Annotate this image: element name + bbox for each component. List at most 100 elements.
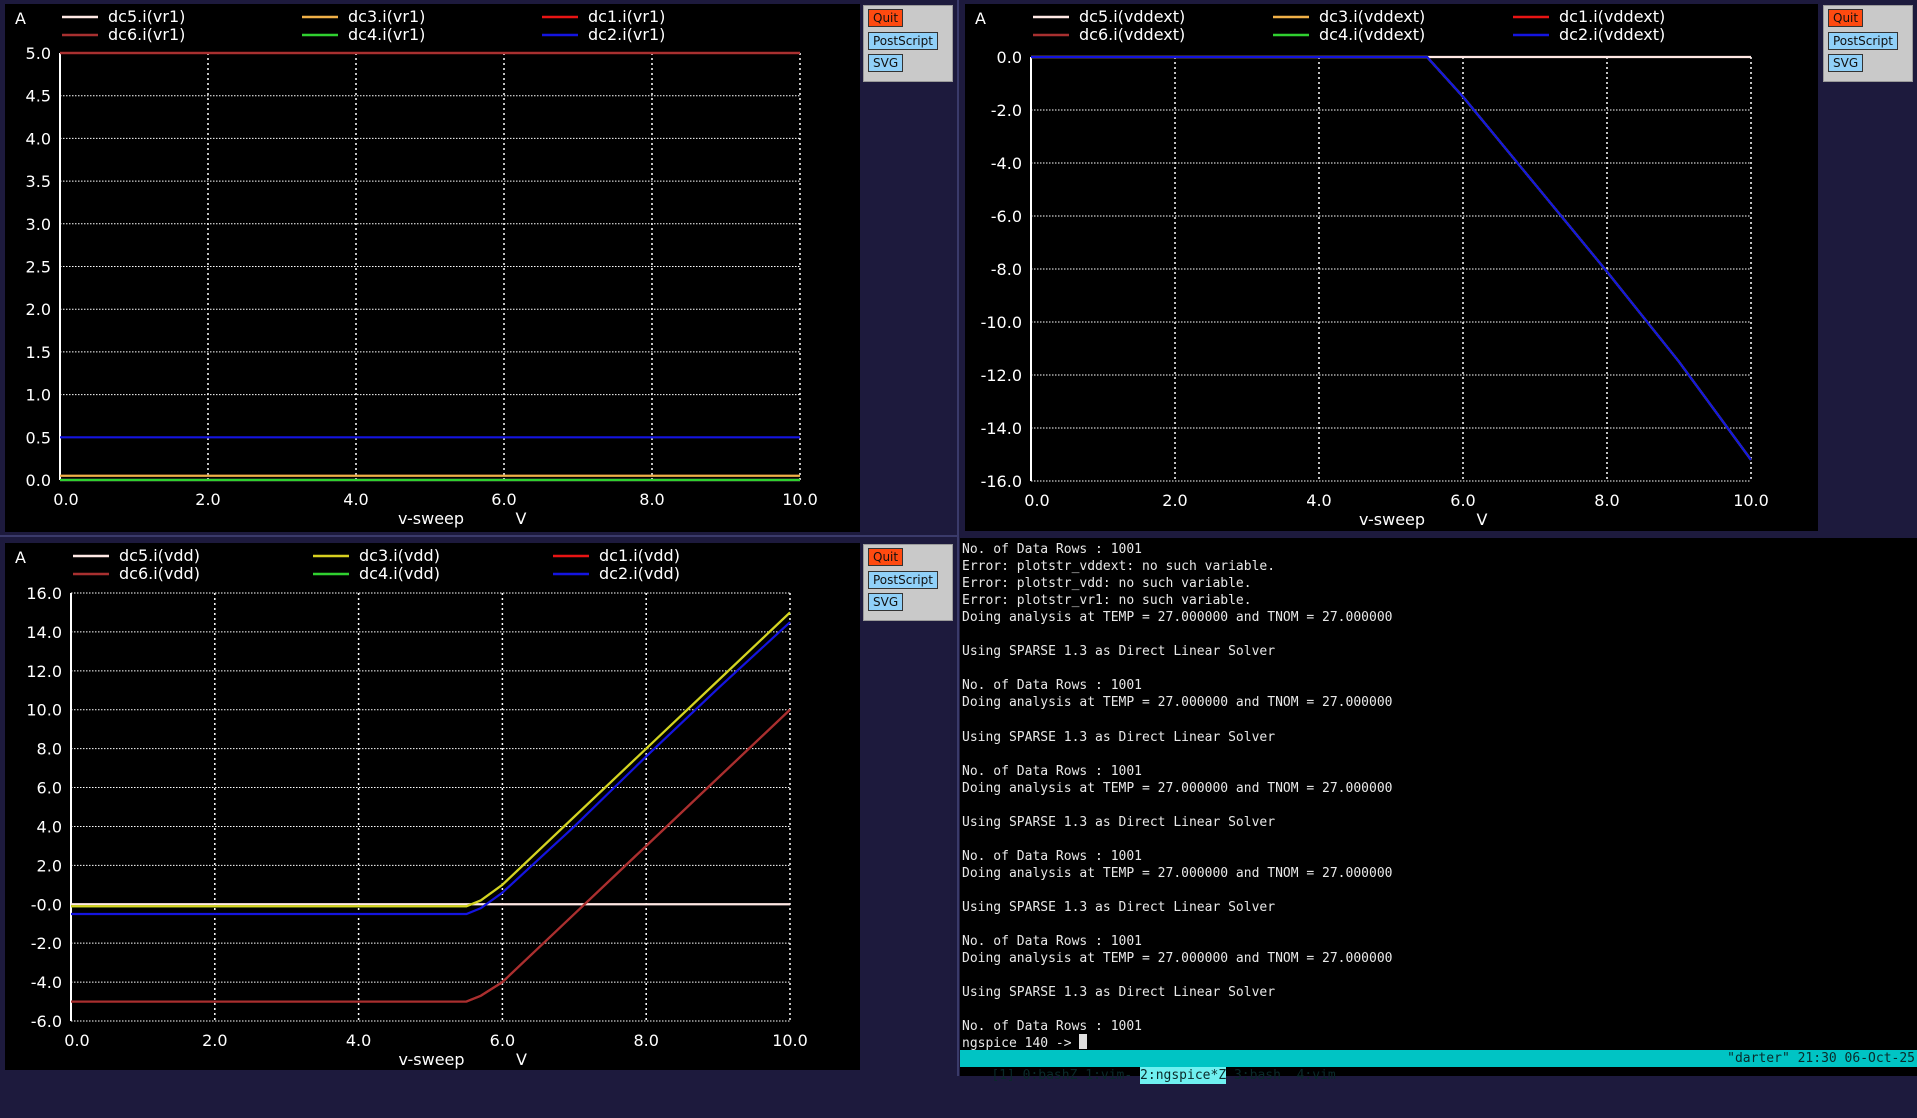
series-line-dc3.i(vddext) [1031,55,1752,461]
y-tick-label: 12.0 [26,662,62,681]
button-panel-vddext: Quit PostScript SVG [1823,5,1913,82]
x-tick-label: 8.0 [633,1031,658,1050]
series-line-dc6.i(vddext) [1031,55,1752,461]
series-line-dc4.i(vddext) [1031,55,1752,461]
terminal-line: Error: plotstr_vdd: no such variable. [962,576,1252,592]
legend-label: dc4.i(vr1) [348,25,425,44]
terminal-line: Error: plotstr_vr1: no such variable. [962,593,1252,609]
button-panel-vdd: Quit PostScript SVG [863,544,953,621]
x-tick-label: 10.0 [782,490,818,509]
x-tick-label: 4.0 [346,1031,371,1050]
postscript-button[interactable]: PostScript [1828,32,1898,50]
terminal[interactable]: No. of Data Rows : 1001 Error: plotstr_vd… [960,538,1917,1084]
series-line-dc6.i(vdd) [71,708,791,1003]
legend-label: dc5.i(vdd) [119,546,200,565]
y-tick-label: -4.0 [991,154,1022,173]
svg-button[interactable]: SVG [868,54,904,72]
plot-window-vddext [965,4,1818,531]
terminal-line: No. of Data Rows : 1001 [962,763,1143,779]
y-tick-label: 3.5 [26,172,51,191]
button-panel-vr1: Quit PostScript SVG [863,5,953,82]
vertical-divider[interactable] [957,0,959,1076]
x-tick-label: 2.0 [195,490,220,509]
x-tick-label: 6.0 [1450,491,1475,510]
y-tick-label: 1.5 [26,343,51,362]
x-tick-label: 0.0 [64,1031,89,1050]
y-tick-label: 16.0 [26,584,62,603]
terminal-line: Doing analysis at TEMP = 27.000000 and T… [962,951,1393,967]
series-line-dc2.i(vddext) [1031,55,1752,461]
svg-button[interactable]: SVG [1828,54,1864,72]
terminal-line: No. of Data Rows : 1001 [962,848,1143,864]
y-tick-label: 10.0 [26,701,62,720]
x-axis-label: v-sweep [398,1050,464,1069]
x-axis-unit: V [516,1050,527,1069]
plot-1: -16.0 -14.0 -12.0 -10.0 -8.0 -6.0 -4.0 -2.0 0.0 0… [975,7,1769,529]
terminal-line: Doing analysis at TEMP = 27.000000 and T… [962,610,1393,626]
y-axis-unit: A [975,9,986,28]
quit-button[interactable]: Quit [868,9,904,27]
series-line-dc4.i(vdd) [71,611,791,908]
x-tick-label: 8.0 [1594,491,1619,510]
x-tick-label: 10.0 [772,1031,808,1050]
legend-label: dc4.i(vddext) [1319,25,1425,44]
y-tick-label: -4.0 [31,973,62,992]
plot-2: -6.0 -4.0 -2.0 -0.0 2.0 4.0 6.0 8.0 10.0 12.0 14.0… [15,546,808,1069]
legend-label: dc2.i(vr1) [588,25,665,44]
tmux-status-bar: [1] 0:bashZ 1:vim- 2:ngspice*Z 3:bash 4:… [960,1050,1917,1084]
y-tick-label: -2.0 [31,934,62,953]
x-tick-label: 2.0 [202,1031,227,1050]
y-tick-label: 1.0 [26,386,51,405]
x-tick-label: 6.0 [490,1031,515,1050]
y-tick-label: 14.0 [26,623,62,642]
y-tick-label: 8.0 [37,740,62,759]
legend-label: dc5.i(vddext) [1079,7,1185,26]
plots-canvas: 0.0 0.5 1.0 1.5 2.0 2.5 3.0 3.5 4.0 4.5 5.0 0.0 2.0 4… [15,7,1769,1069]
series-line-dc2.i(vdd) [71,621,791,916]
y-tick-label: -0.0 [31,895,62,914]
y-tick-label: 4.0 [26,129,51,148]
y-tick-label: -6.0 [991,207,1022,226]
text-cursor [1079,1034,1088,1049]
y-tick-label: 4.0 [37,817,62,836]
legend-label: dc4.i(vdd) [359,564,440,583]
svg-button[interactable]: SVG [868,593,904,611]
prompt: ngspice 140 -> [962,1036,1080,1051]
y-tick-label: 2.0 [26,300,51,319]
quit-button[interactable]: Quit [868,548,904,566]
terminal-line: Using SPARSE 1.3 as Direct Linear Solver [962,814,1276,830]
y-tick-label: 2.5 [26,258,51,277]
terminal-prompt-line[interactable]: ngspice 140 -> [962,1034,1088,1051]
x-tick-label: 8.0 [639,490,664,509]
y-tick-label: 2.0 [37,856,62,875]
y-tick-label: -2.0 [991,101,1022,120]
terminal-line: No. of Data Rows : 1001 [962,1019,1143,1035]
legend-label: dc5.i(vr1) [108,7,185,26]
postscript-button[interactable]: PostScript [868,571,938,589]
legend-label: dc1.i(vddext) [1559,7,1665,26]
legend-label: dc2.i(vdd) [599,564,680,583]
legend-label: dc3.i(vddext) [1319,7,1425,26]
x-axis-label: v-sweep [398,509,464,528]
terminal-line: No. of Data Rows : 1001 [962,934,1143,950]
quit-button[interactable]: Quit [1828,9,1864,27]
terminal-line: No. of Data Rows : 1001 [962,678,1143,694]
postscript-button[interactable]: PostScript [868,32,938,50]
x-tick-label: 10.0 [1733,491,1769,510]
y-tick-label: 0.5 [26,428,51,447]
y-tick-label: 6.0 [37,779,62,798]
legend-label: dc6.i(vdd) [119,564,200,583]
plot-0: 0.0 0.5 1.0 1.5 2.0 2.5 3.0 3.5 4.0 4.5 5.0 0.0 2.0 4… [15,7,818,528]
series-line-dc1.i(vdd) [71,708,791,1003]
x-axis-unit: V [516,509,527,528]
terminal-line: Error: plotstr_vddext: no such variable. [962,559,1276,575]
x-axis-unit: V [1477,510,1488,529]
terminal-line: Using SPARSE 1.3 as Direct Linear Solver [962,985,1276,1001]
horizontal-divider[interactable] [0,535,957,537]
terminal-line: Using SPARSE 1.3 as Direct Linear Solver [962,900,1276,916]
legend-label: dc3.i(vdd) [359,546,440,565]
legend-label: dc1.i(vr1) [588,7,665,26]
terminal-line: Doing analysis at TEMP = 27.000000 and T… [962,695,1393,711]
status-right: "darter" 21:30 06-Oct-25 [1727,1051,1915,1066]
y-tick-label: 4.5 [26,87,51,106]
